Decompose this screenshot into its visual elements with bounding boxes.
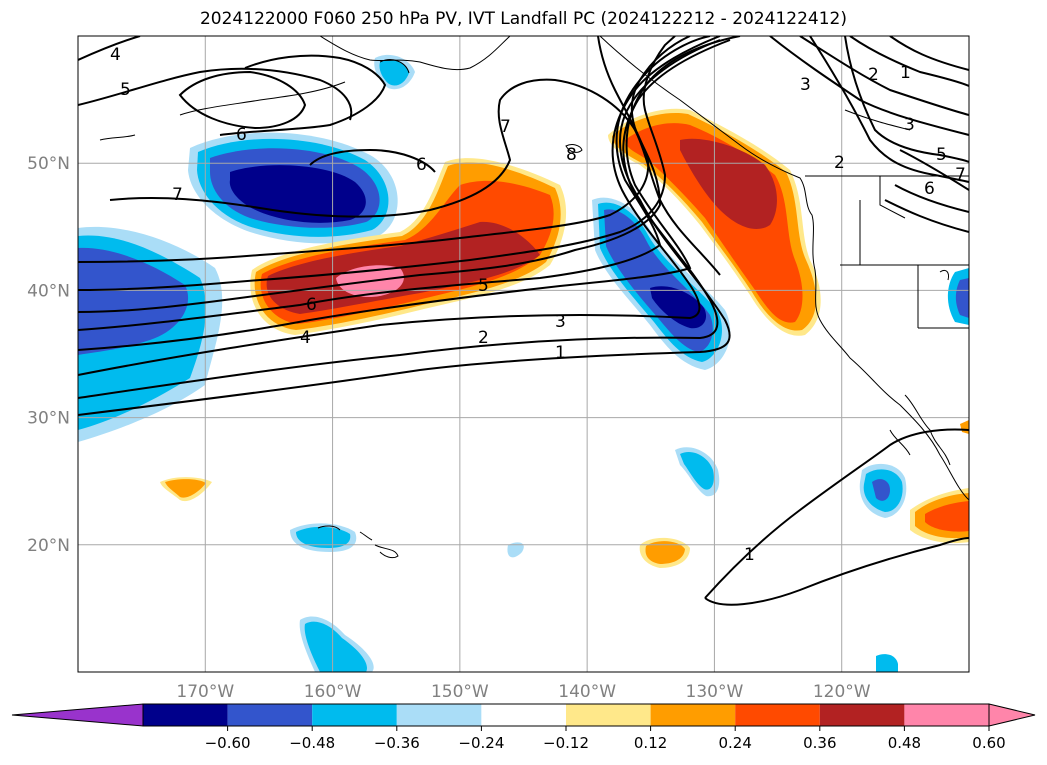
colorbar-swatch	[312, 704, 397, 726]
coastlines	[99, 36, 969, 559]
pv-contours	[78, 36, 969, 606]
colorbar-swatch	[481, 704, 566, 726]
colorbar-swatch	[143, 704, 228, 726]
chart-title: 2024122000 F060 250 hPa PV, IVT Landfall…	[199, 9, 847, 29]
contour-label: 1	[744, 545, 755, 565]
negative-anomaly-fill	[78, 54, 969, 672]
colorbar-swatch	[904, 704, 989, 726]
contour-label: 4	[300, 328, 311, 348]
contour-label: 2	[868, 65, 879, 85]
colorbar-tick-label: 0.48	[888, 734, 921, 752]
colorbar-tick-label: −0.48	[289, 734, 335, 752]
contour-label: 7	[500, 117, 511, 137]
contour-label: 7	[172, 185, 183, 205]
contour-label: 5	[936, 145, 947, 165]
axis-tick-labels: 170°W 160°W 150°W 140°W 130°W 120°W 20°N 30°N 40…	[27, 154, 871, 702]
contour-label: 5	[120, 80, 131, 100]
contour-label: 1	[555, 343, 566, 363]
contour-label: 8	[566, 145, 577, 165]
map-area: 4 5 6 7 7 6 4 8 5 6 4 3 2 1 2 3 2 1 3 5	[78, 36, 969, 672]
lat-tick-label: 50°N	[27, 154, 70, 174]
contour-label: 7	[955, 165, 966, 185]
lon-tick-label: 140°W	[558, 682, 616, 702]
contour-label: 6	[416, 155, 427, 175]
colorbar-tick-label: 0.60	[972, 734, 1005, 752]
colorbar-swatch	[566, 704, 651, 726]
colorbar: −0.60 −0.48 −0.36 −0.24 −0.12 0.12 0.24 0.36 0.4…	[11, 703, 1036, 752]
colorbar-swatch	[227, 704, 313, 726]
colorbar-tick-label: 0.24	[718, 734, 751, 752]
contour-label: 3	[800, 75, 811, 95]
lat-tick-label: 20°N	[27, 536, 70, 556]
map-frame	[77, 35, 970, 673]
contour-label: 2	[834, 153, 845, 173]
lon-tick-label: 150°W	[431, 682, 489, 702]
colorbar-tick-label: −0.36	[374, 734, 420, 752]
lon-tick-label: 130°W	[686, 682, 744, 702]
colorbar-tick-label: −0.60	[205, 734, 251, 752]
contour-label: 6	[236, 125, 247, 145]
contour-label: 6	[306, 295, 317, 315]
contour-label: 1	[900, 63, 911, 83]
contour-label: 2	[478, 328, 489, 348]
lat-tick-label: 40°N	[27, 281, 70, 301]
colorbar-extend-right	[988, 703, 1036, 727]
contour-label: 3	[904, 115, 915, 135]
colorbar-tick-label: −0.12	[543, 734, 589, 752]
lon-tick-label: 170°W	[176, 682, 234, 702]
colorbar-swatch	[735, 704, 820, 726]
colorbar-extend-left	[11, 703, 144, 727]
lat-tick-label: 30°N	[27, 409, 70, 429]
contour-label: 6	[924, 179, 935, 199]
lon-tick-label: 160°W	[304, 682, 362, 702]
gridlines	[78, 36, 969, 672]
contour-labels: 4 5 6 7 7 6 4 8 5 6 4 3 2 1 2 3 2 1 3 5	[110, 45, 966, 565]
contour-label: 3	[555, 312, 566, 332]
colorbar-tick-label: −0.24	[458, 734, 504, 752]
lon-tick-label: 120°W	[813, 682, 871, 702]
colorbar-swatch	[650, 704, 736, 726]
colorbar-swatch	[819, 704, 905, 726]
contour-label: 4	[110, 45, 121, 65]
colorbar-tick-label: 0.12	[634, 734, 667, 752]
contour-label: 5	[478, 276, 489, 296]
colorbar-tick-label: 0.36	[803, 734, 836, 752]
colorbar-swatch	[396, 704, 482, 726]
